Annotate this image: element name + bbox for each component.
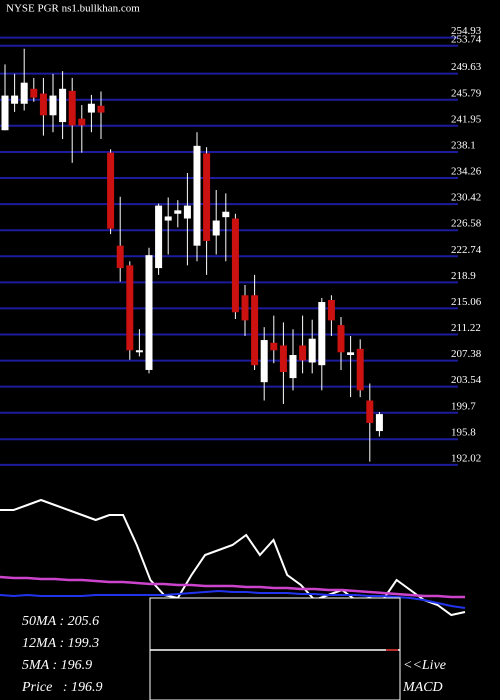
candle-body xyxy=(222,211,230,218)
y-tick-label: 222.74 xyxy=(451,244,482,256)
candle-body xyxy=(97,105,105,113)
macd-panel xyxy=(149,597,401,700)
panel-title: MACD xyxy=(402,680,443,695)
candle-body xyxy=(135,350,143,353)
candle-body xyxy=(11,95,19,104)
candle-body xyxy=(279,345,287,372)
y-tick-label: 207.38 xyxy=(451,348,482,360)
candle-body xyxy=(116,245,124,269)
candle-body xyxy=(289,355,297,379)
candle-body xyxy=(1,95,9,131)
y-tick-label: 211.22 xyxy=(451,322,481,334)
candle-body xyxy=(145,255,153,370)
y-tick-label: 226.58 xyxy=(451,218,482,230)
candle-body xyxy=(231,218,239,313)
y-tick-label: 234.26 xyxy=(451,166,482,178)
candle-body xyxy=(59,88,67,123)
candle-body xyxy=(39,93,47,116)
indicator-line xyxy=(0,575,465,599)
y-tick-label: 254.93 xyxy=(451,25,482,37)
live-link[interactable]: <<Live xyxy=(403,658,446,673)
y-tick-label: 230.42 xyxy=(451,192,481,204)
y-tick-label: 218.9 xyxy=(451,270,476,282)
stat-label: Price : 196.9 xyxy=(21,680,102,695)
candle-body xyxy=(366,400,374,423)
candle-body xyxy=(299,345,307,361)
candle-body xyxy=(30,88,38,98)
candle-body xyxy=(174,210,182,214)
y-tick-label: 238.1 xyxy=(451,139,476,151)
candle-body xyxy=(193,145,201,246)
candle-body xyxy=(241,295,249,321)
y-tick-label: 249.63 xyxy=(451,61,482,73)
candle-body xyxy=(49,95,57,116)
chart-title: NYSE PGR ns1.bullkhan.com xyxy=(6,3,140,15)
stat-label: 50MA : 205.6 xyxy=(22,614,99,629)
candle-body xyxy=(155,205,163,269)
candle-body xyxy=(327,300,335,321)
y-tick-label: 253.74 xyxy=(451,33,482,45)
candle-body xyxy=(164,216,172,221)
candle-body xyxy=(260,340,268,383)
candle-body xyxy=(375,414,383,432)
candle-body xyxy=(107,152,115,229)
candle-body xyxy=(203,153,211,241)
candle-body xyxy=(347,352,355,356)
stat-label: 5MA : 196.9 xyxy=(22,658,92,673)
candle-body xyxy=(337,325,345,353)
candle-body xyxy=(270,342,278,351)
candle-body xyxy=(308,338,316,363)
candle-body xyxy=(318,302,326,366)
y-tick-label: 199.7 xyxy=(451,400,476,412)
indicator-line xyxy=(0,589,466,609)
y-tick-label: 203.54 xyxy=(451,374,482,386)
y-tick-label: 192.02 xyxy=(451,452,481,464)
candle-body xyxy=(126,265,134,351)
y-tick-label: 195.8 xyxy=(451,427,476,439)
candle-body xyxy=(87,103,95,113)
candle-body xyxy=(20,82,28,104)
y-tick-label: 241.95 xyxy=(451,113,482,125)
candle-body xyxy=(183,205,191,219)
y-tick-label: 245.79 xyxy=(451,87,482,99)
candle-body xyxy=(251,295,259,366)
candle-body xyxy=(212,220,220,236)
candle-body xyxy=(356,348,364,391)
y-tick-label: 215.06 xyxy=(451,296,482,308)
candle-body xyxy=(68,90,76,126)
candle-body xyxy=(78,118,86,126)
stat-label: 12MA : 199.3 xyxy=(22,636,99,651)
